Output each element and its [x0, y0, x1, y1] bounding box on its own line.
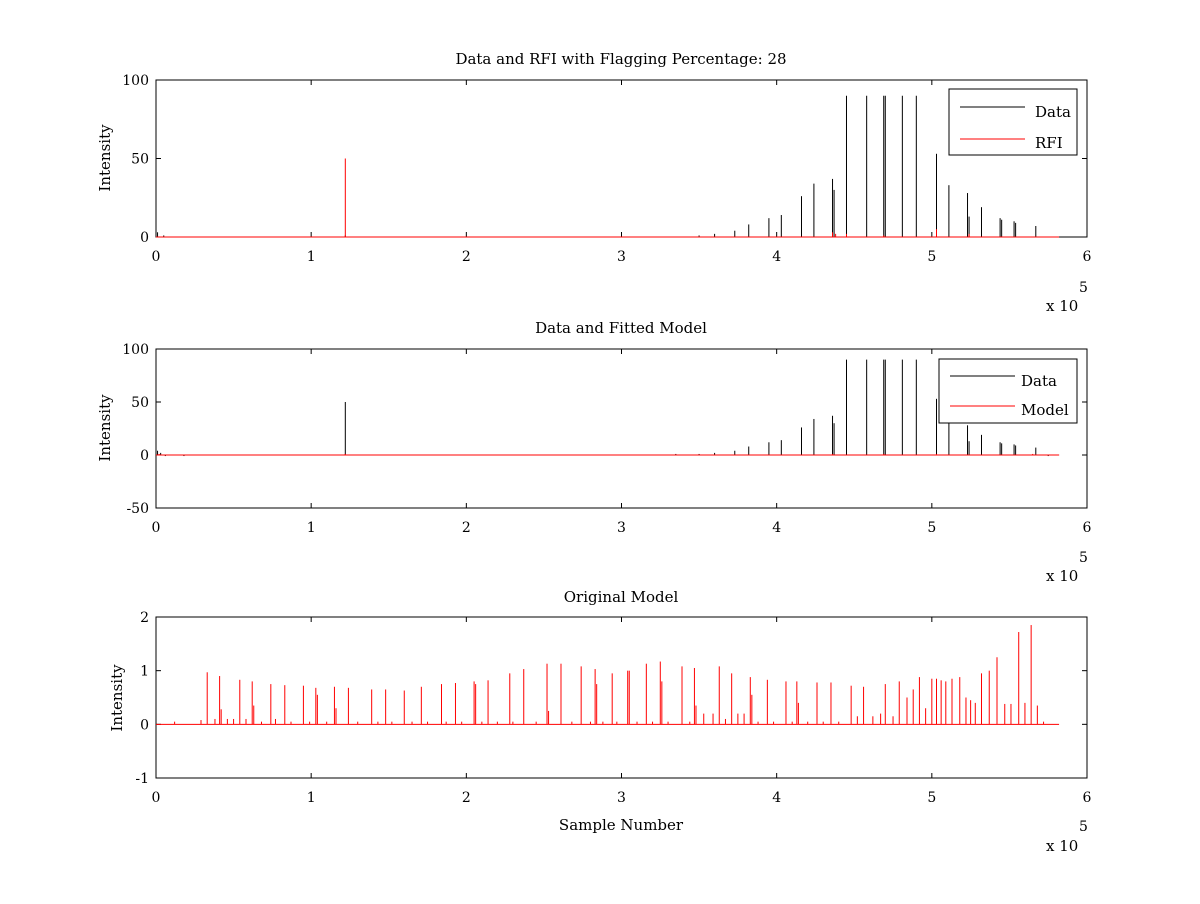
y-tick-label: 2 [140, 610, 149, 626]
y-axis-label: Intensity [108, 664, 126, 732]
legend-label-rfi: RFI [1035, 134, 1063, 152]
y-tick-label: 100 [122, 73, 149, 89]
chart-title: Original Model [564, 588, 679, 606]
x-tick-label: 2 [462, 790, 471, 806]
x-tick-label: 1 [307, 520, 316, 536]
chart-title: Data and RFI with Flagging Percentage: 2… [455, 50, 786, 68]
panel-data-model: Data and Fitted Model Intensity x 10 5 0… [96, 319, 1092, 585]
axis-ticks: 0 1 2 3 4 5 6 0 50 100 [122, 73, 1091, 265]
y-axis-label: Intensity [96, 124, 114, 192]
y-tick-label: 0 [140, 448, 149, 464]
x-tick-label: 1 [307, 790, 316, 806]
y-tick-label: 50 [131, 395, 149, 411]
legend-label-data: Data [1035, 103, 1071, 121]
x-tick-label: 5 [927, 520, 936, 536]
legend-box [938, 358, 1078, 424]
x-tick-label: 3 [617, 249, 626, 265]
x-tick-label: 6 [1083, 520, 1092, 536]
x-multiplier-label: x 10 [1046, 567, 1078, 585]
x-tick-label: 0 [152, 520, 161, 536]
legend-label-model: Model [1021, 401, 1069, 419]
y-tick-label: 50 [131, 152, 149, 168]
x-tick-label: 1 [307, 249, 316, 265]
x-axis-label: Sample Number [559, 816, 684, 834]
x-multiplier-exponent: 5 [1079, 550, 1088, 566]
y-tick-label: 100 [122, 342, 149, 358]
y-axis-label: Intensity [96, 394, 114, 462]
x-tick-label: 3 [617, 790, 626, 806]
series-lines [156, 95, 1060, 238]
x-multiplier-exponent: 5 [1079, 819, 1088, 835]
series-1 [156, 158, 1060, 238]
x-tick-label: 6 [1083, 249, 1092, 265]
x-tick-label: 4 [772, 790, 781, 806]
x-tick-label: 4 [772, 249, 781, 265]
x-tick-label: 2 [462, 520, 471, 536]
y-tick-label: 1 [140, 664, 149, 680]
x-tick-label: 6 [1083, 790, 1092, 806]
x-multiplier-exponent: 5 [1079, 280, 1088, 296]
y-tick-label: -1 [135, 771, 149, 787]
panel-original-model: Original Model Intensity Sample Number x… [108, 588, 1092, 855]
x-multiplier-label: x 10 [1046, 297, 1078, 315]
x-tick-label: 0 [152, 249, 161, 265]
series-0 [156, 625, 1060, 725]
y-tick-label: -50 [126, 501, 149, 517]
y-tick-label: 0 [140, 717, 149, 733]
legend-label-data: Data [1021, 372, 1057, 390]
x-tick-label: 2 [462, 249, 471, 265]
x-tick-label: 5 [927, 790, 936, 806]
legend-box [948, 88, 1078, 156]
series-lines [156, 625, 1060, 725]
x-tick-label: 0 [152, 790, 161, 806]
plot-area [155, 616, 1088, 779]
series-1 [156, 453, 1060, 456]
x-tick-label: 5 [927, 249, 936, 265]
y-tick-label: 0 [140, 230, 149, 246]
x-tick-label: 4 [772, 520, 781, 536]
panel-data-rfi: Data and RFI with Flagging Percentage: 2… [96, 50, 1092, 315]
x-tick-label: 3 [617, 520, 626, 536]
legend: Data Model [938, 358, 1078, 424]
x-multiplier-label: x 10 [1046, 837, 1078, 855]
legend: Data RFI [948, 88, 1078, 156]
series-lines [156, 359, 1060, 457]
plot-area [155, 79, 1088, 238]
chart-title: Data and Fitted Model [535, 319, 707, 337]
